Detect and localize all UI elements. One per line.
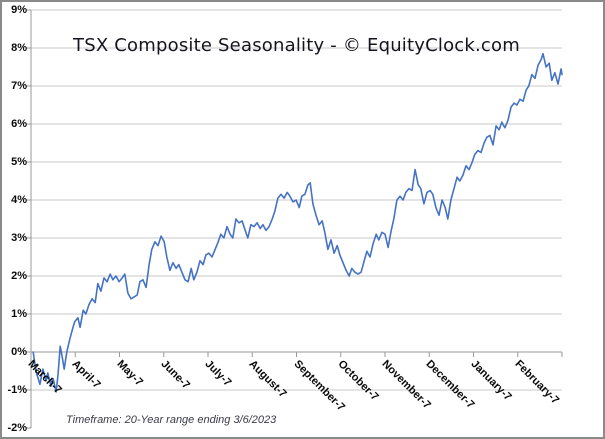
timeframe-footnote: Timeframe: 20-Year range ending 3/6/2023 <box>66 414 277 426</box>
y-axis-label-4pct: 4% <box>11 194 27 206</box>
y-axis-label--2pct: -2% <box>7 422 27 434</box>
y-axis-label-9pct: 9% <box>11 4 27 16</box>
y-axis-label-1pct: 1% <box>11 308 27 320</box>
y-axis-label--1pct: -1% <box>7 384 27 396</box>
y-axis-label-0pct: 0% <box>11 346 27 358</box>
y-axis-label-3pct: 3% <box>11 232 27 244</box>
y-axis-label-8pct: 8% <box>11 42 27 54</box>
y-axis-label-5pct: 5% <box>11 156 27 168</box>
y-axis-label-2pct: 2% <box>11 270 27 282</box>
seasonality-line <box>32 52 563 393</box>
chart-title: TSX Composite Seasonality - © EquityCloc… <box>73 35 520 56</box>
y-axis-label-6pct: 6% <box>11 118 27 130</box>
y-axis-label-7pct: 7% <box>11 80 27 92</box>
